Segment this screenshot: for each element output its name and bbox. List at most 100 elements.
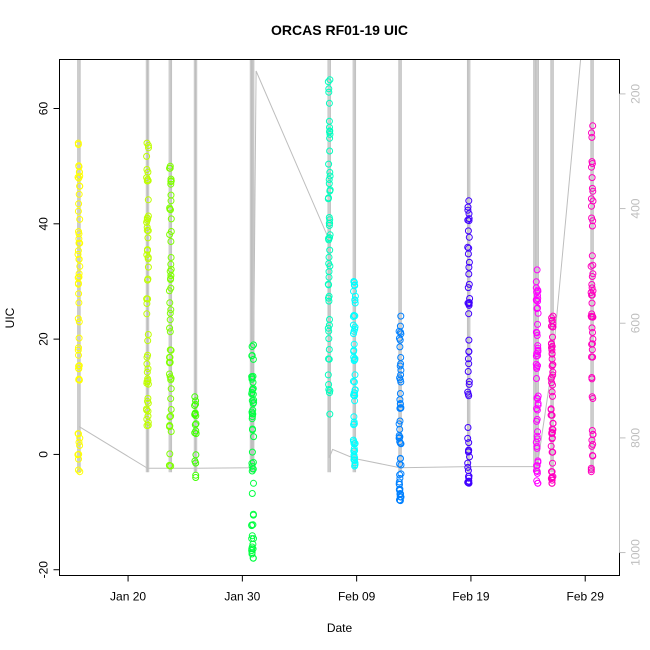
x-tick-label: Feb 19 <box>452 590 490 604</box>
data-point <box>349 313 357 320</box>
data-point <box>324 371 332 379</box>
data-point <box>144 337 152 345</box>
data-point <box>464 434 472 442</box>
data-point <box>548 350 556 358</box>
y-tick-label: -20 <box>37 561 51 579</box>
data-point <box>465 263 473 271</box>
data-point <box>167 178 175 186</box>
right-tick-label: 200 <box>629 84 643 104</box>
data-point <box>589 261 597 269</box>
data-point <box>75 235 83 243</box>
data-point <box>248 352 256 359</box>
data-point <box>465 280 473 288</box>
data-point <box>588 222 596 230</box>
data-point <box>76 262 84 270</box>
data-point <box>351 356 359 364</box>
data-point <box>167 197 175 205</box>
data-point <box>248 374 256 382</box>
data-point <box>144 263 152 271</box>
data-point <box>249 378 257 386</box>
data-point <box>532 278 540 286</box>
data-point <box>248 549 256 557</box>
data-point <box>166 422 174 429</box>
data-point <box>325 386 333 393</box>
data-point <box>167 180 175 188</box>
data-point <box>548 476 556 484</box>
data-point <box>466 295 474 302</box>
data-point <box>324 78 332 86</box>
data-point <box>250 433 258 441</box>
data-point <box>464 368 472 375</box>
data-point <box>143 310 151 318</box>
data-point <box>166 204 174 212</box>
data-point <box>76 434 84 442</box>
data-point <box>75 344 82 352</box>
data-point <box>534 287 542 295</box>
data-point <box>464 250 472 258</box>
data-point <box>396 400 404 407</box>
data-point <box>326 76 334 84</box>
data-point <box>143 360 151 368</box>
data-point <box>397 461 405 469</box>
data-point <box>349 321 357 329</box>
data-point <box>326 262 334 270</box>
data-point <box>533 394 541 402</box>
data-point <box>167 376 175 384</box>
data-point <box>534 309 542 317</box>
data-point <box>74 141 82 148</box>
data-point <box>249 355 257 363</box>
data-point <box>534 346 542 354</box>
data-point <box>465 258 473 266</box>
data-point <box>350 413 358 421</box>
data-point <box>144 276 151 284</box>
data-point <box>167 265 175 273</box>
data-point <box>192 397 200 405</box>
data-point <box>143 251 151 259</box>
data-point <box>166 346 174 354</box>
data-point <box>143 152 151 160</box>
data-point <box>325 346 333 353</box>
data-point <box>143 405 150 413</box>
data-point <box>324 324 332 332</box>
data-point <box>465 210 473 218</box>
data-point <box>143 353 151 361</box>
y-tick-label: 40 <box>37 217 51 231</box>
data-point <box>351 454 359 462</box>
data-point <box>326 128 333 136</box>
data-point <box>396 362 404 370</box>
data-point <box>249 385 257 393</box>
data-point <box>166 164 173 172</box>
data-point <box>465 233 473 241</box>
data-point <box>76 442 84 449</box>
data-point <box>397 470 405 478</box>
data-point <box>250 479 257 487</box>
data-point <box>351 325 359 333</box>
data-point <box>74 451 82 459</box>
data-point <box>325 292 333 300</box>
data-point <box>324 280 332 288</box>
data-point <box>325 117 333 125</box>
data-point <box>74 207 82 215</box>
data-point <box>465 310 473 318</box>
data-point <box>587 466 595 474</box>
data-point <box>325 214 333 221</box>
data-point <box>534 297 542 305</box>
data-point <box>549 392 556 400</box>
data-point <box>74 315 82 323</box>
data-point <box>533 405 541 413</box>
data-point <box>396 390 404 397</box>
data-point <box>143 300 151 307</box>
data-point <box>589 353 597 361</box>
data-point <box>396 343 404 351</box>
y-tick-label: 0 <box>37 451 51 458</box>
data-point <box>533 305 541 313</box>
data-point <box>588 427 596 434</box>
data-point <box>588 340 596 348</box>
data-point <box>166 413 174 421</box>
data-point <box>397 354 405 361</box>
data-point <box>589 122 597 130</box>
data-point <box>351 299 359 307</box>
data-point <box>396 425 404 433</box>
data-point <box>588 133 596 141</box>
